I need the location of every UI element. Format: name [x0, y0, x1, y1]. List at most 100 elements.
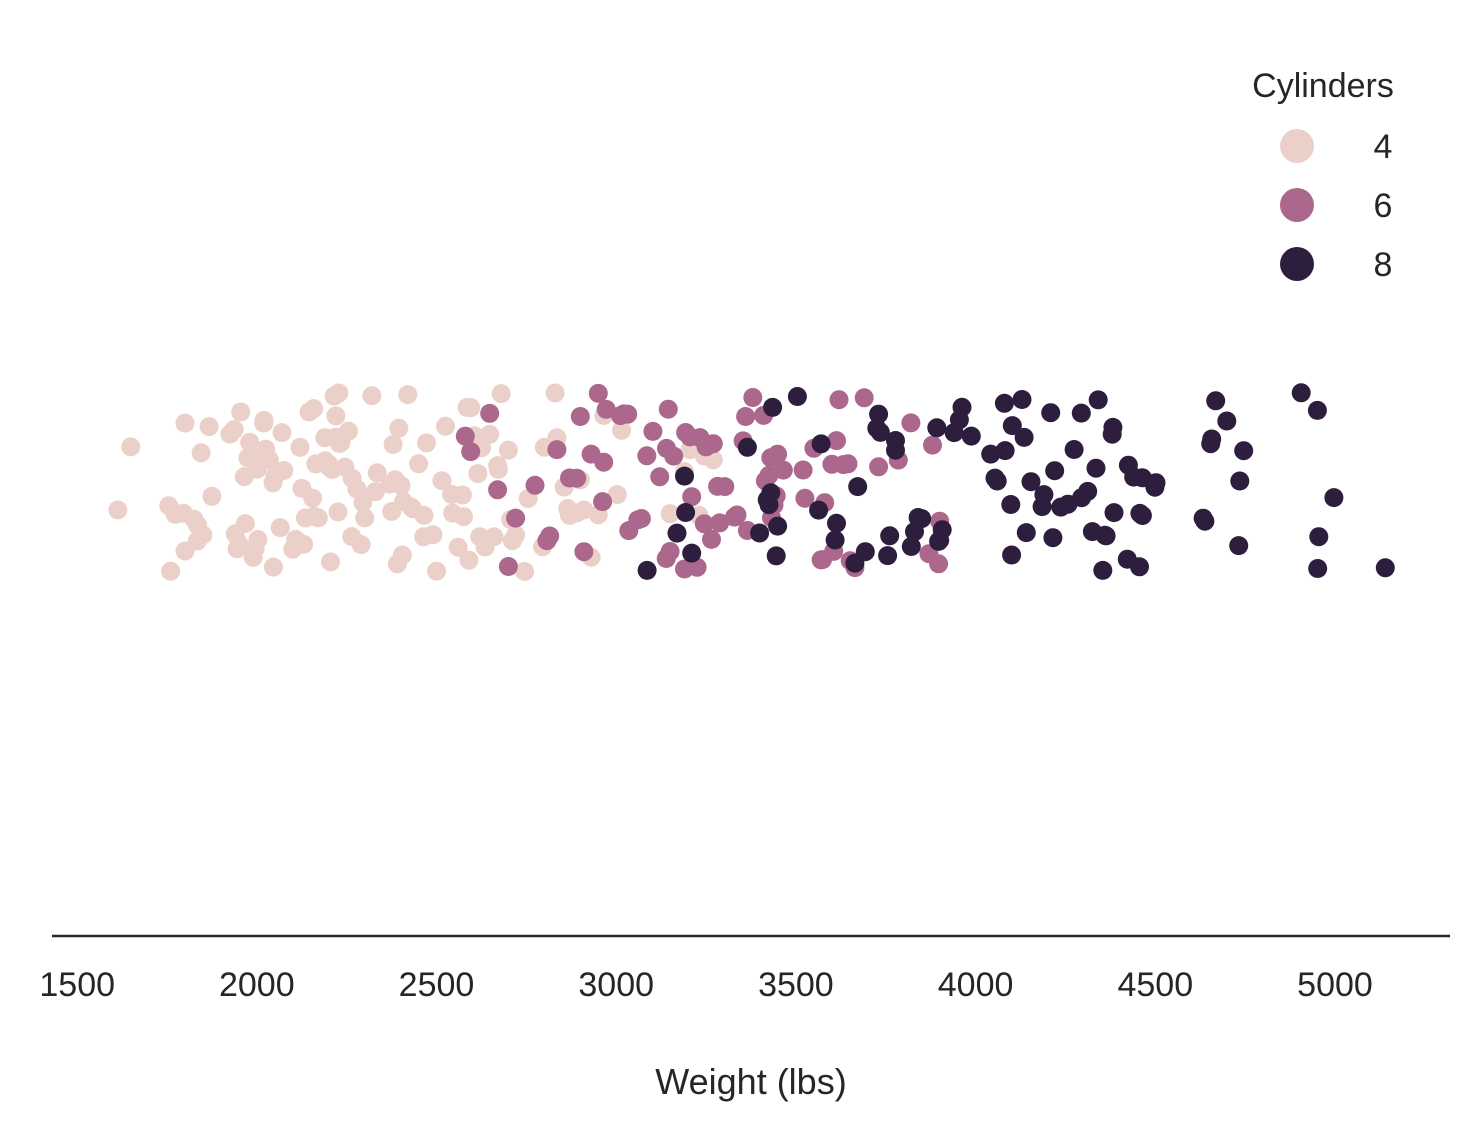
data-point-cyl-8: [825, 530, 845, 550]
data-point-cyl-8: [1132, 506, 1152, 525]
data-point-cyl-6: [694, 514, 714, 534]
data-point-cyl-6: [540, 526, 560, 546]
data-point-cyl-8: [1001, 495, 1021, 514]
data-point-cyl-4: [229, 534, 249, 554]
data-point-cyl-4: [294, 534, 314, 554]
x-tick-label: 4000: [938, 966, 1014, 1004]
data-point-cyl-8: [827, 513, 846, 533]
data-point-cyl-8: [870, 422, 890, 442]
data-point-cyl-8: [1104, 503, 1124, 523]
data-point-cyl-4: [432, 471, 452, 491]
data-point-cyl-4: [484, 527, 504, 547]
data-point-cyl-8: [1130, 557, 1149, 577]
data-point-cyl-6: [759, 465, 779, 485]
data-point-cyl-8: [763, 397, 783, 417]
legend-marker-cyl-6: [1280, 188, 1314, 222]
data-point-cyl-6: [715, 477, 735, 497]
data-point-cyl-4: [121, 437, 141, 457]
data-point-cyl-8: [961, 426, 981, 446]
data-point-cyl-8: [1375, 558, 1395, 578]
legend-label-cyl-8: 8: [1374, 246, 1393, 284]
data-point-cyl-6: [795, 488, 815, 508]
data-point-cyl-8: [1195, 511, 1215, 531]
data-point-cyl-4: [491, 384, 511, 404]
data-point-cyl-6: [829, 390, 849, 410]
data-point-cyl-8: [637, 560, 657, 580]
data-point-cyl-6: [547, 440, 567, 460]
data-point-cyl-8: [1088, 390, 1108, 410]
data-point-cyl-4: [362, 386, 382, 406]
data-point-cyl-6: [702, 529, 721, 549]
data-point-cyl-4: [427, 561, 446, 581]
legend-entries: 4 6 8: [1280, 128, 1392, 284]
data-point-cyl-6: [650, 467, 670, 487]
data-point-cyl-8: [1234, 441, 1254, 461]
x-tick-label: 2500: [399, 966, 475, 1004]
data-point-cyl-8: [987, 471, 1007, 491]
data-point-cyl-8: [855, 542, 875, 562]
data-point-cyl-8: [761, 483, 781, 503]
data-point-cyl-8: [1146, 473, 1166, 493]
data-point-cyl-8: [869, 404, 889, 424]
data-point-cyl-8: [886, 440, 905, 460]
data-point-cyl-4: [454, 507, 473, 527]
data-point-cyl-8: [737, 437, 757, 457]
data-point-cyl-6: [570, 407, 590, 426]
data-point-cyl-6: [727, 505, 747, 525]
data-point-cyl-6: [703, 434, 723, 454]
x-tick-label: 5000: [1297, 966, 1373, 1004]
x-tick-label: 3000: [578, 966, 654, 1004]
legend-title: Cylinders: [1252, 67, 1394, 105]
data-point-cyl-8: [1064, 440, 1084, 459]
data-point-cyl-8: [676, 503, 696, 522]
data-point-cyl-6: [643, 421, 663, 441]
data-point-cyl-8: [927, 418, 947, 438]
data-point-cyl-8: [1012, 390, 1032, 409]
data-point-cyl-4: [389, 418, 409, 438]
data-point-cyl-6: [594, 452, 614, 472]
data-point-cyl-8: [1093, 560, 1113, 580]
data-point-cyl-6: [682, 487, 702, 507]
data-point-cyl-4: [329, 383, 349, 403]
data-point-cyl-4: [607, 485, 627, 505]
data-point-cyl-4: [452, 485, 472, 505]
data-point-cyl-4: [339, 421, 358, 441]
data-point-cyl-8: [1014, 427, 1034, 447]
data-point-cyl-6: [827, 431, 846, 451]
data-point-cyl-6: [658, 399, 678, 419]
data-point-cyl-4: [367, 463, 387, 483]
data-point-cyl-4: [383, 435, 403, 454]
legend: Cylinders 4 6 8: [1252, 67, 1394, 284]
data-point-cyl-8: [994, 393, 1014, 413]
data-point-cyl-8: [1041, 403, 1061, 423]
data-point-cyl-4: [240, 432, 260, 452]
data-point-cyl-6: [588, 383, 608, 403]
data-point-cyl-4: [303, 488, 323, 508]
data-point-cyl-4: [355, 508, 375, 528]
data-point-cyl-8: [952, 397, 972, 417]
data-point-cyl-8: [1096, 526, 1116, 546]
data-point-cyl-8: [1229, 536, 1249, 556]
data-point-cyl-6: [506, 508, 526, 528]
x-tick-label: 4500: [1117, 966, 1193, 1004]
data-point-cyl-4: [436, 416, 455, 436]
data-point-cyl-4: [660, 504, 680, 524]
data-point-cyl-4: [199, 417, 219, 437]
data-point-cyl-6: [631, 509, 651, 528]
data-point-cyl-4: [290, 437, 310, 457]
data-point-cyl-6: [710, 513, 730, 533]
data-point-cyl-8: [809, 500, 829, 520]
data-point-cyl-8: [1002, 545, 1022, 565]
data-point-cyl-8: [880, 526, 900, 546]
data-point-cyl-4: [175, 413, 195, 433]
data-point-cyl-8: [1230, 471, 1250, 491]
data-point-cyl-6: [480, 403, 500, 423]
data-point-cyl-4: [461, 398, 481, 418]
data-point-cyl-4: [254, 411, 274, 430]
data-point-cyl-4: [263, 557, 283, 577]
data-point-cyl-4: [235, 514, 255, 534]
data-point-cyl-4: [365, 482, 385, 502]
data-point-cyl-8: [787, 387, 807, 406]
data-point-cyl-8: [981, 444, 1001, 464]
data-point-cyl-4: [409, 454, 429, 474]
